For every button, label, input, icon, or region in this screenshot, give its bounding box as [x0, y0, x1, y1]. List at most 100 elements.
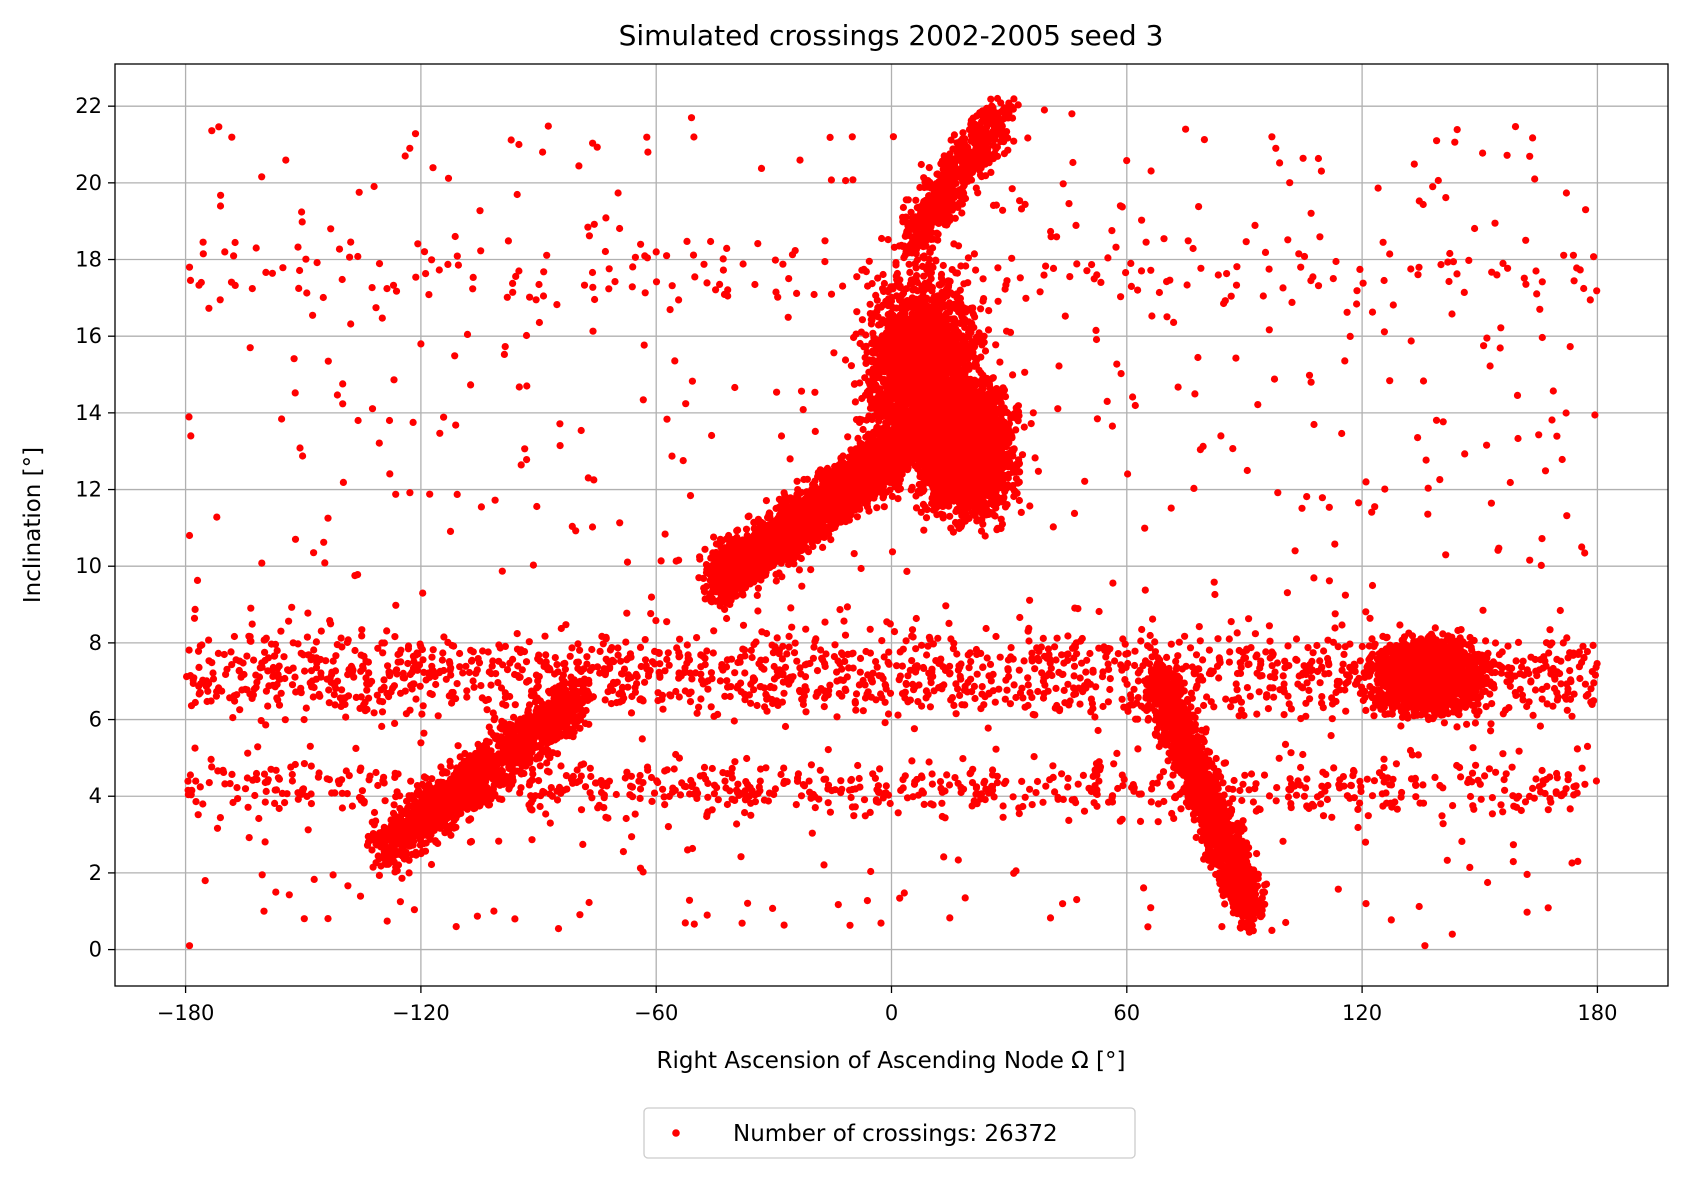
data-point [1380, 276, 1388, 285]
data-point [416, 682, 424, 690]
data-point [1009, 793, 1017, 801]
data-point [631, 253, 640, 261]
data-point [1538, 766, 1546, 775]
data-point [345, 666, 353, 674]
data-point [412, 695, 420, 703]
data-point [543, 251, 551, 259]
data-point [576, 666, 584, 675]
data-point [1332, 257, 1340, 266]
data-point [557, 762, 565, 770]
data-point [971, 694, 979, 703]
data-point [675, 653, 683, 661]
data-point [453, 252, 461, 260]
data-point [956, 663, 964, 671]
data-point [431, 784, 439, 793]
data-point [1316, 679, 1324, 687]
data-point [507, 721, 515, 729]
data-point [718, 661, 726, 669]
data-point [1131, 647, 1139, 655]
data-point [404, 659, 412, 668]
data-point [1537, 788, 1545, 796]
data-point [477, 247, 485, 255]
data-point [426, 796, 434, 804]
data-point [274, 774, 282, 782]
data-point [968, 779, 977, 787]
data-point [1559, 639, 1567, 647]
data-point [345, 772, 353, 780]
data-point [1297, 763, 1305, 772]
data-point [950, 639, 958, 647]
data-point [771, 643, 779, 651]
data-point [876, 765, 884, 773]
data-point [1268, 662, 1276, 670]
data-point [882, 782, 890, 790]
data-point [1001, 695, 1009, 703]
data-point [1523, 702, 1531, 711]
data-point [497, 684, 506, 692]
data-point [509, 713, 518, 721]
data-point [332, 652, 340, 660]
data-point [562, 687, 570, 696]
data-point [337, 634, 345, 642]
data-point [559, 671, 568, 679]
data-point [244, 749, 252, 757]
data-point [432, 680, 440, 689]
data-point [1123, 680, 1131, 688]
data-point [495, 750, 503, 758]
data-point [945, 781, 954, 789]
data-point [268, 269, 276, 277]
data-point [333, 641, 341, 649]
data-point [560, 786, 568, 794]
data-point [920, 800, 928, 809]
data-point [851, 697, 859, 706]
data-point [1560, 251, 1568, 259]
data-point [754, 789, 762, 798]
data-point [516, 789, 524, 797]
data-point [255, 814, 263, 823]
data-point [1564, 776, 1572, 784]
data-point [533, 743, 541, 751]
data-point [672, 687, 680, 696]
data-point [937, 784, 945, 793]
data-point [774, 701, 782, 710]
data-point [966, 770, 974, 778]
data-point [561, 724, 570, 732]
data-point [1060, 686, 1068, 695]
data-point [413, 782, 421, 790]
data-point [1018, 684, 1026, 692]
data-point [1309, 273, 1317, 281]
data-point [1117, 661, 1125, 669]
data-point [1482, 637, 1490, 645]
data-point [899, 784, 907, 792]
data-point [723, 614, 731, 623]
data-point [569, 779, 577, 787]
data-point [1004, 665, 1012, 673]
data-point [1350, 661, 1359, 670]
data-point [865, 257, 873, 265]
data-point [380, 838, 388, 847]
data-point [1008, 254, 1016, 262]
data-point [1223, 270, 1231, 278]
data-point [663, 252, 671, 260]
data-point [586, 764, 594, 772]
data-point [261, 635, 269, 644]
data-point [275, 804, 283, 813]
data-point [1546, 773, 1554, 781]
data-point [861, 812, 869, 820]
data-point [1370, 777, 1378, 785]
data-point [667, 692, 675, 700]
data-point [329, 657, 337, 665]
data-point [503, 757, 511, 765]
data-point [374, 781, 382, 790]
data-point [684, 651, 692, 659]
data-point [362, 657, 370, 665]
data-point [360, 799, 368, 807]
data-point [1387, 799, 1395, 807]
data-point [868, 675, 876, 684]
data-point [841, 685, 849, 693]
data-point [288, 770, 296, 779]
data-point [484, 756, 492, 764]
data-point [205, 779, 213, 787]
data-point [1302, 784, 1310, 792]
data-point [1025, 624, 1033, 633]
